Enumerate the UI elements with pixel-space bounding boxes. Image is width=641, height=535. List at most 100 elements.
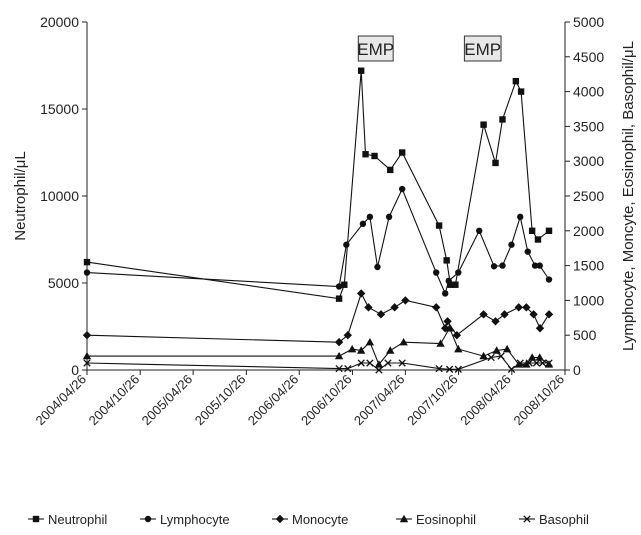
- basophil-point: [366, 359, 374, 367]
- neutrophil-point: [534, 236, 542, 243]
- left-axis-title: Neutrophil/μL: [12, 151, 29, 241]
- monocyte-point: [500, 310, 509, 319]
- neutrophil-point: [83, 258, 91, 266]
- left-tick-label: 0: [71, 362, 79, 378]
- right-tick-label: 500: [573, 327, 597, 343]
- monocyte-point: [431, 303, 441, 312]
- legend-label: Lymphocyte: [160, 512, 230, 527]
- monocyte-point: [401, 296, 410, 305]
- basophil-point: [384, 359, 392, 367]
- emp-box: [357, 35, 394, 62]
- legend-label: Neutrophil: [48, 512, 107, 527]
- lymphocyte-point: [524, 248, 531, 255]
- eosinophil-point: [492, 346, 501, 354]
- eosinophil-point: [527, 353, 537, 361]
- neutrophil-point: [512, 77, 520, 85]
- monocyte-point: [356, 289, 366, 298]
- series-neutrophil: [83, 67, 553, 302]
- right-tick-label: 3500: [573, 118, 604, 134]
- basophil-point: [545, 359, 553, 367]
- neutrophil-line: [86, 70, 550, 300]
- emp-box: [463, 35, 502, 62]
- lymphocyte-point: [442, 290, 449, 297]
- neutrophil-point: [528, 227, 536, 234]
- neutrophil-point: [371, 152, 378, 160]
- lymphocyte-point: [385, 213, 393, 221]
- x-tick-label: 2007/10/26: [404, 372, 461, 429]
- basophil-point: [497, 352, 505, 360]
- eosinophil-point: [365, 337, 375, 346]
- plot-area: [86, 22, 566, 371]
- basophil-point: [538, 359, 547, 367]
- neutrophil-point: [443, 257, 450, 264]
- lymphocyte-point: [366, 213, 374, 221]
- lymphocyte-point: [476, 227, 483, 234]
- right-tick-label: 1000: [573, 292, 604, 308]
- basophil-point: [375, 366, 383, 374]
- neutrophil-point: [452, 281, 459, 288]
- basophil-point: [525, 359, 533, 367]
- neutrophil-point: [480, 121, 487, 128]
- left-tick-label: 5000: [48, 275, 79, 291]
- lymphocyte-point: [536, 262, 543, 269]
- eosinophil-point: [436, 339, 445, 347]
- neutrophil-point: [517, 88, 525, 95]
- lymphocyte-point: [374, 263, 381, 271]
- right-tick-label: 2500: [573, 188, 604, 204]
- lymphocyte-point: [517, 213, 524, 221]
- eosinophil-point: [479, 351, 488, 360]
- monocyte-point: [544, 310, 554, 319]
- right-tick-label: 3000: [573, 153, 604, 169]
- basophil-point: [357, 359, 365, 367]
- monocyte-line: [86, 291, 550, 343]
- lymphocyte-point: [83, 269, 91, 276]
- lymphocyte-point: [531, 262, 539, 269]
- lymphocyte-line: [86, 187, 550, 296]
- eosinophil-point: [535, 353, 544, 361]
- eosinophil-point: [374, 360, 384, 368]
- lymphocyte-point: [432, 269, 440, 276]
- legend-label: Monocyte: [292, 512, 348, 527]
- monocyte-point: [514, 303, 523, 312]
- right-axis-title: Lymphocyte, Moncyte, Eosinophil, Basophi…: [620, 41, 637, 351]
- monocyte-point: [334, 337, 344, 347]
- x-tick-label: 2004/04/26: [32, 372, 89, 429]
- legend-marker: [144, 515, 152, 523]
- neutrophil-point: [492, 159, 499, 167]
- neutrophil-point: [545, 227, 553, 234]
- eosinophil-point: [399, 337, 408, 346]
- x-tick-label: 2006/04/26: [245, 372, 302, 429]
- neutrophil-point: [335, 295, 343, 302]
- monocyte-point: [522, 303, 531, 312]
- basophil-point: [532, 359, 541, 367]
- basophil-point: [445, 365, 454, 373]
- right-tick-label: 4000: [573, 84, 604, 100]
- lymphocyte-point: [455, 269, 462, 276]
- legend-marker: [32, 515, 40, 523]
- x-tick-label: 2008/10/26: [510, 372, 567, 429]
- basophil-point: [435, 364, 443, 373]
- basophil-point: [507, 365, 516, 373]
- eosinophil-point: [347, 344, 357, 353]
- x-tick-label: 2005/04/26: [139, 372, 196, 429]
- basophil-line: [86, 355, 549, 371]
- right-tick-label: 0: [573, 362, 581, 378]
- eosinophil-point: [502, 344, 512, 353]
- legend-label: Basophil: [539, 512, 589, 527]
- basophil-point: [454, 365, 462, 373]
- monocyte-point: [390, 303, 399, 312]
- neutrophil-point: [447, 281, 454, 288]
- monocyte-point: [452, 331, 462, 340]
- left-tick-label: 20000: [40, 14, 79, 30]
- emp-label: EMP: [357, 40, 394, 59]
- x-tick-label: 2005/10/26: [192, 372, 249, 429]
- lymphocyte-point: [335, 283, 343, 290]
- basophil-point: [487, 353, 495, 362]
- monocyte-point: [535, 324, 545, 333]
- lymphocyte-point: [445, 277, 452, 285]
- neutrophil-point: [341, 281, 348, 288]
- lymphocyte-point: [398, 185, 406, 193]
- emp-annotations: EMP EMP: [357, 35, 502, 62]
- legend: Neutrophil Lymphocyte Monocyte Eosinophil Ba…: [28, 512, 589, 527]
- x-axis-ticks: 2004/04/262004/10/262005/04/262005/10/26…: [32, 370, 567, 428]
